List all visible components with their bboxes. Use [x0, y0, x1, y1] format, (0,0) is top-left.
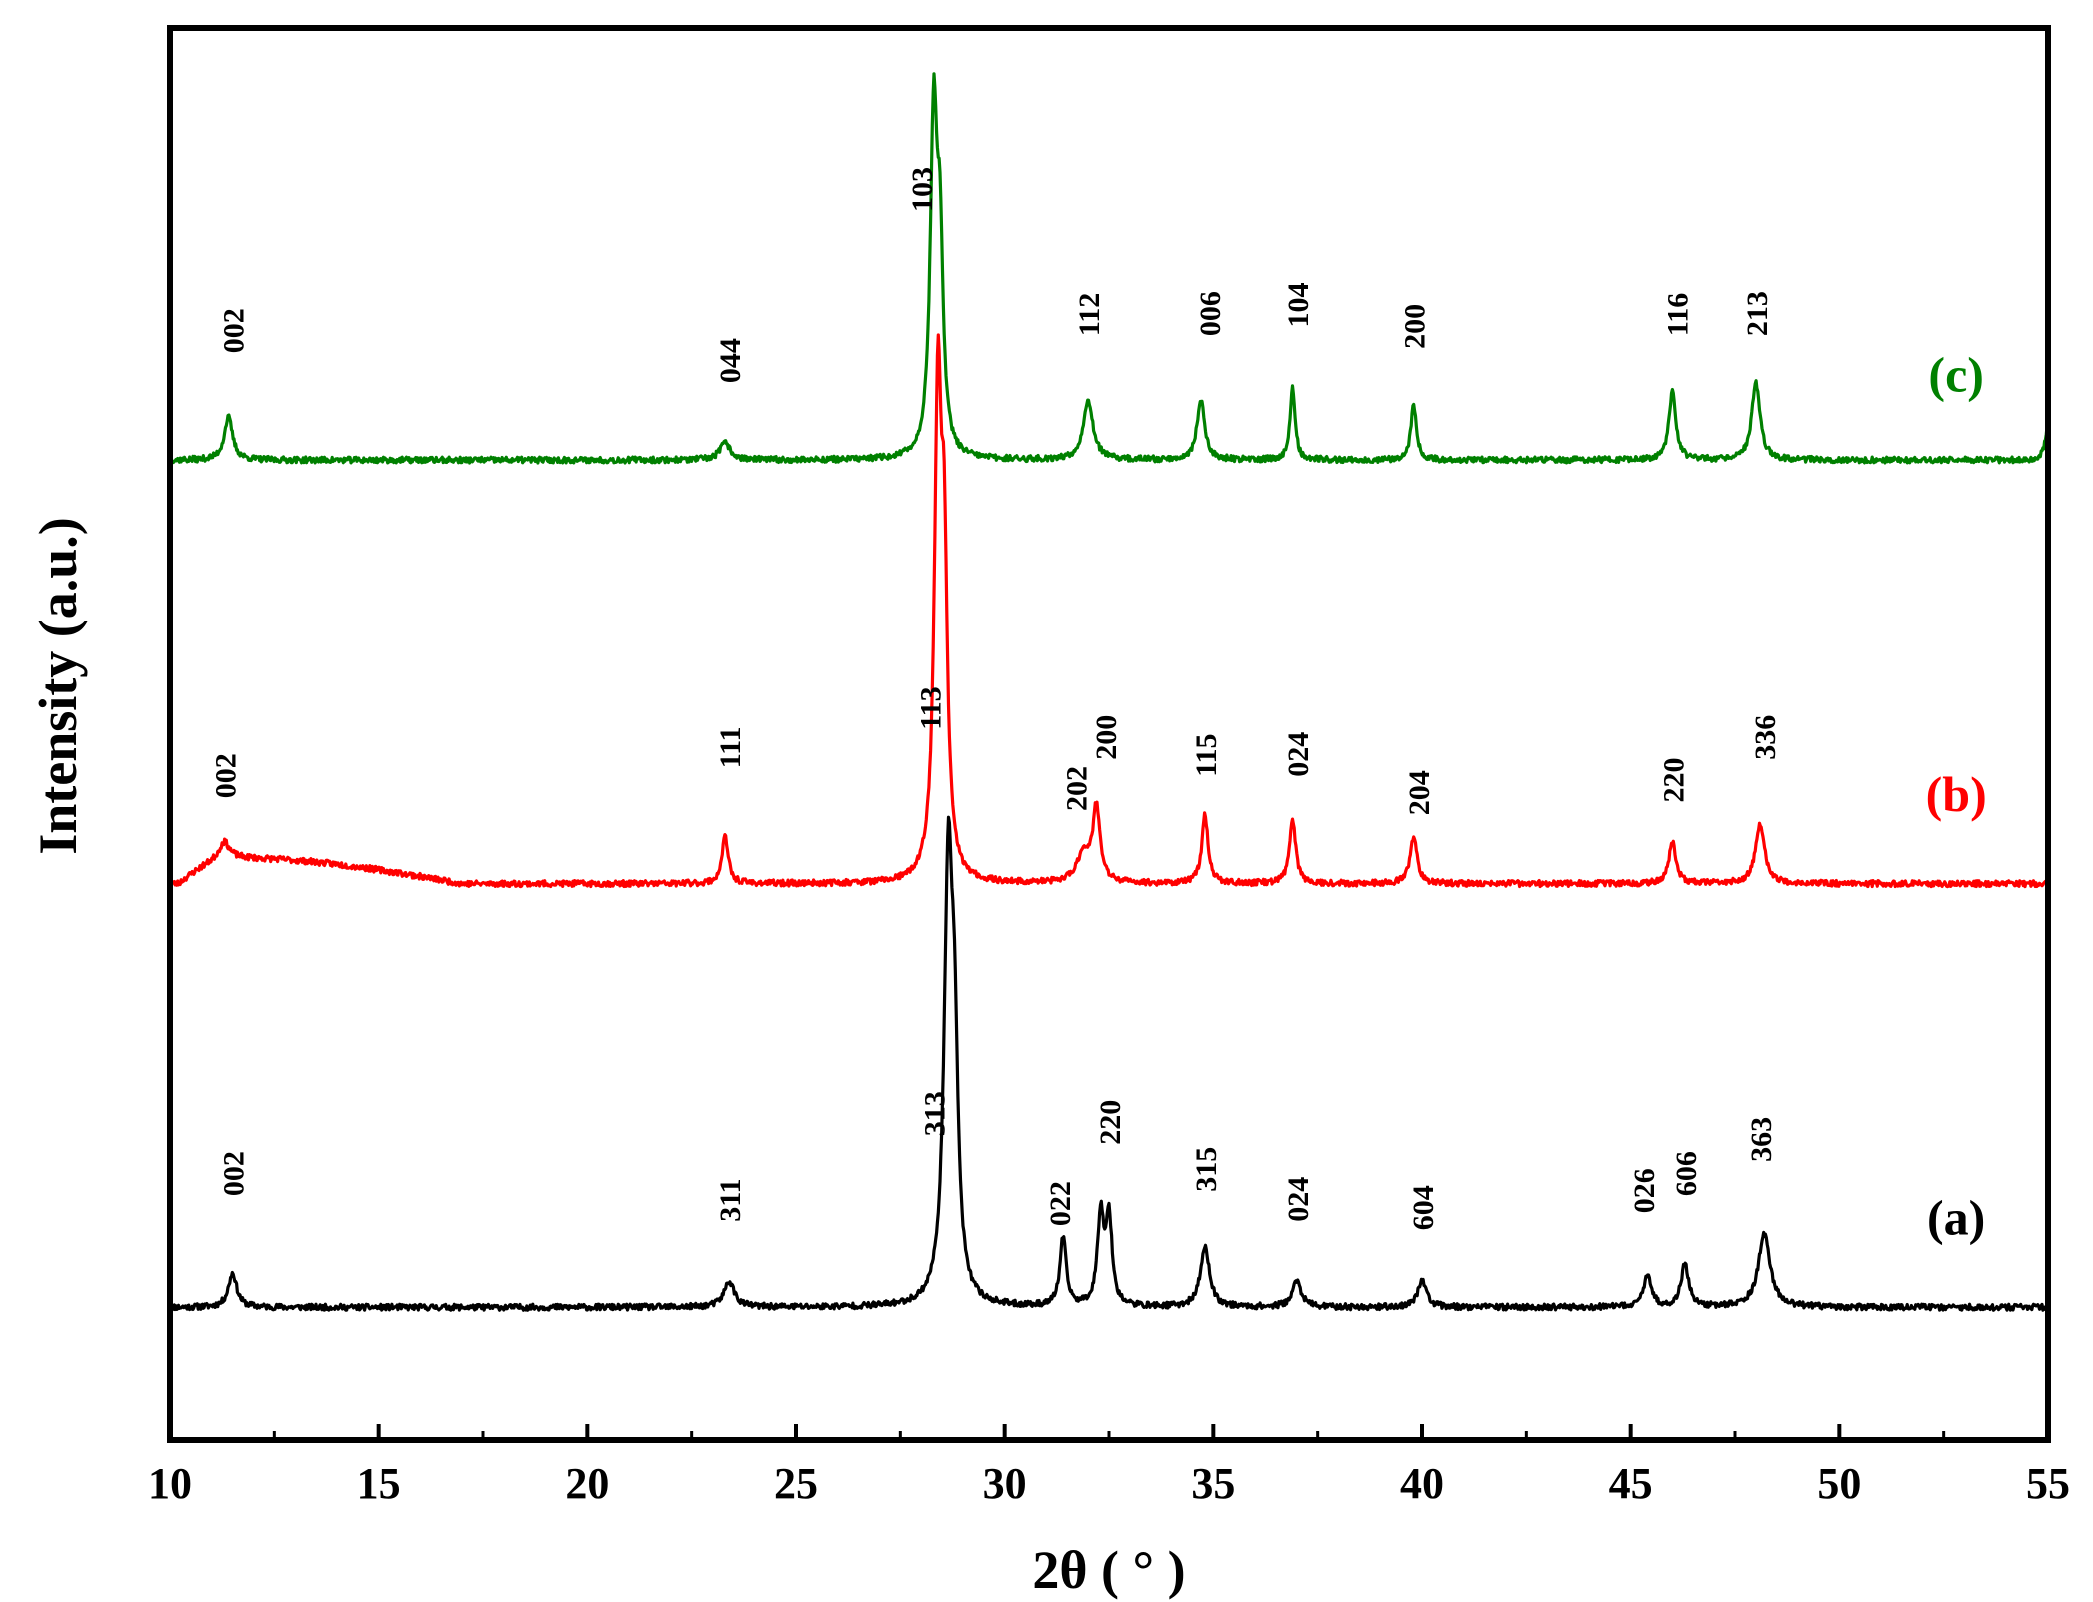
peak-label: 336	[1749, 715, 1782, 760]
peak-label: 220	[1094, 1100, 1127, 1145]
series-line-1	[169, 333, 2049, 889]
x-axis: 10 15 20 25 30 35 40 45 50 55	[148, 1424, 2070, 1508]
peak-label: 103	[906, 167, 939, 212]
peak-label: 002	[209, 753, 242, 798]
peak-label: 104	[1282, 283, 1315, 328]
x-tick-label-20: 20	[565, 1459, 609, 1508]
x-tick-label-25: 25	[774, 1459, 818, 1508]
peak-label: 311	[714, 1178, 747, 1221]
series-line-0	[169, 815, 2050, 1312]
x-tick-label-50: 50	[1817, 1459, 1861, 1508]
peak-label: 220	[1657, 758, 1690, 803]
peak-label: 363	[1745, 1117, 1778, 1162]
peak-label: 026	[1628, 1168, 1661, 1213]
peak-label: 200	[1090, 715, 1123, 760]
peak-label: 112	[1073, 293, 1106, 336]
peak-label: 202	[1061, 766, 1094, 811]
peak-label: 313	[919, 1091, 952, 1136]
peak-label: 024	[1282, 732, 1315, 777]
peak-label: 604	[1407, 1185, 1440, 1230]
peak-label: 606	[1670, 1151, 1703, 1196]
peak-label: 024	[1282, 1177, 1315, 1222]
peak-label: 213	[1741, 291, 1774, 336]
series-layer	[168, 72, 2050, 1312]
peak-label: 113	[915, 686, 948, 729]
annotation-layer: 002 311 313 022 220 315 024 604 026 606 363 (a) 002 1…	[209, 167, 1986, 1246]
peak-label: 044	[714, 338, 747, 383]
series-label-0: (a)	[1927, 1190, 1985, 1246]
peak-label: 002	[218, 308, 251, 353]
series-label-2: (c)	[1928, 347, 1984, 403]
peak-label: 006	[1194, 291, 1227, 336]
peak-label: 116	[1662, 293, 1695, 336]
peak-label: 315	[1190, 1147, 1223, 1192]
peak-label: 200	[1399, 304, 1432, 349]
x-tick-label-10: 10	[148, 1459, 192, 1508]
peak-label: 002	[218, 1151, 251, 1196]
peak-label: 111	[714, 726, 747, 768]
x-tick-label-40: 40	[1400, 1459, 1444, 1508]
y-axis-title: Intensity (a.u.)	[28, 517, 88, 855]
x-tick-label-45: 45	[1609, 1459, 1653, 1508]
peak-label: 022	[1044, 1181, 1077, 1226]
peak-label: 204	[1403, 770, 1436, 815]
peak-label: 115	[1190, 733, 1223, 776]
series-line-2	[168, 72, 2050, 465]
x-axis-title: 2θ ( ° )	[1032, 1540, 1185, 1600]
x-tick-label-15: 15	[357, 1459, 401, 1508]
x-tick-label-30: 30	[983, 1459, 1027, 1508]
x-tick-label-55: 55	[2026, 1459, 2070, 1508]
x-tick-label-35: 35	[1191, 1459, 1235, 1508]
series-label-1: (b)	[1926, 766, 1987, 822]
